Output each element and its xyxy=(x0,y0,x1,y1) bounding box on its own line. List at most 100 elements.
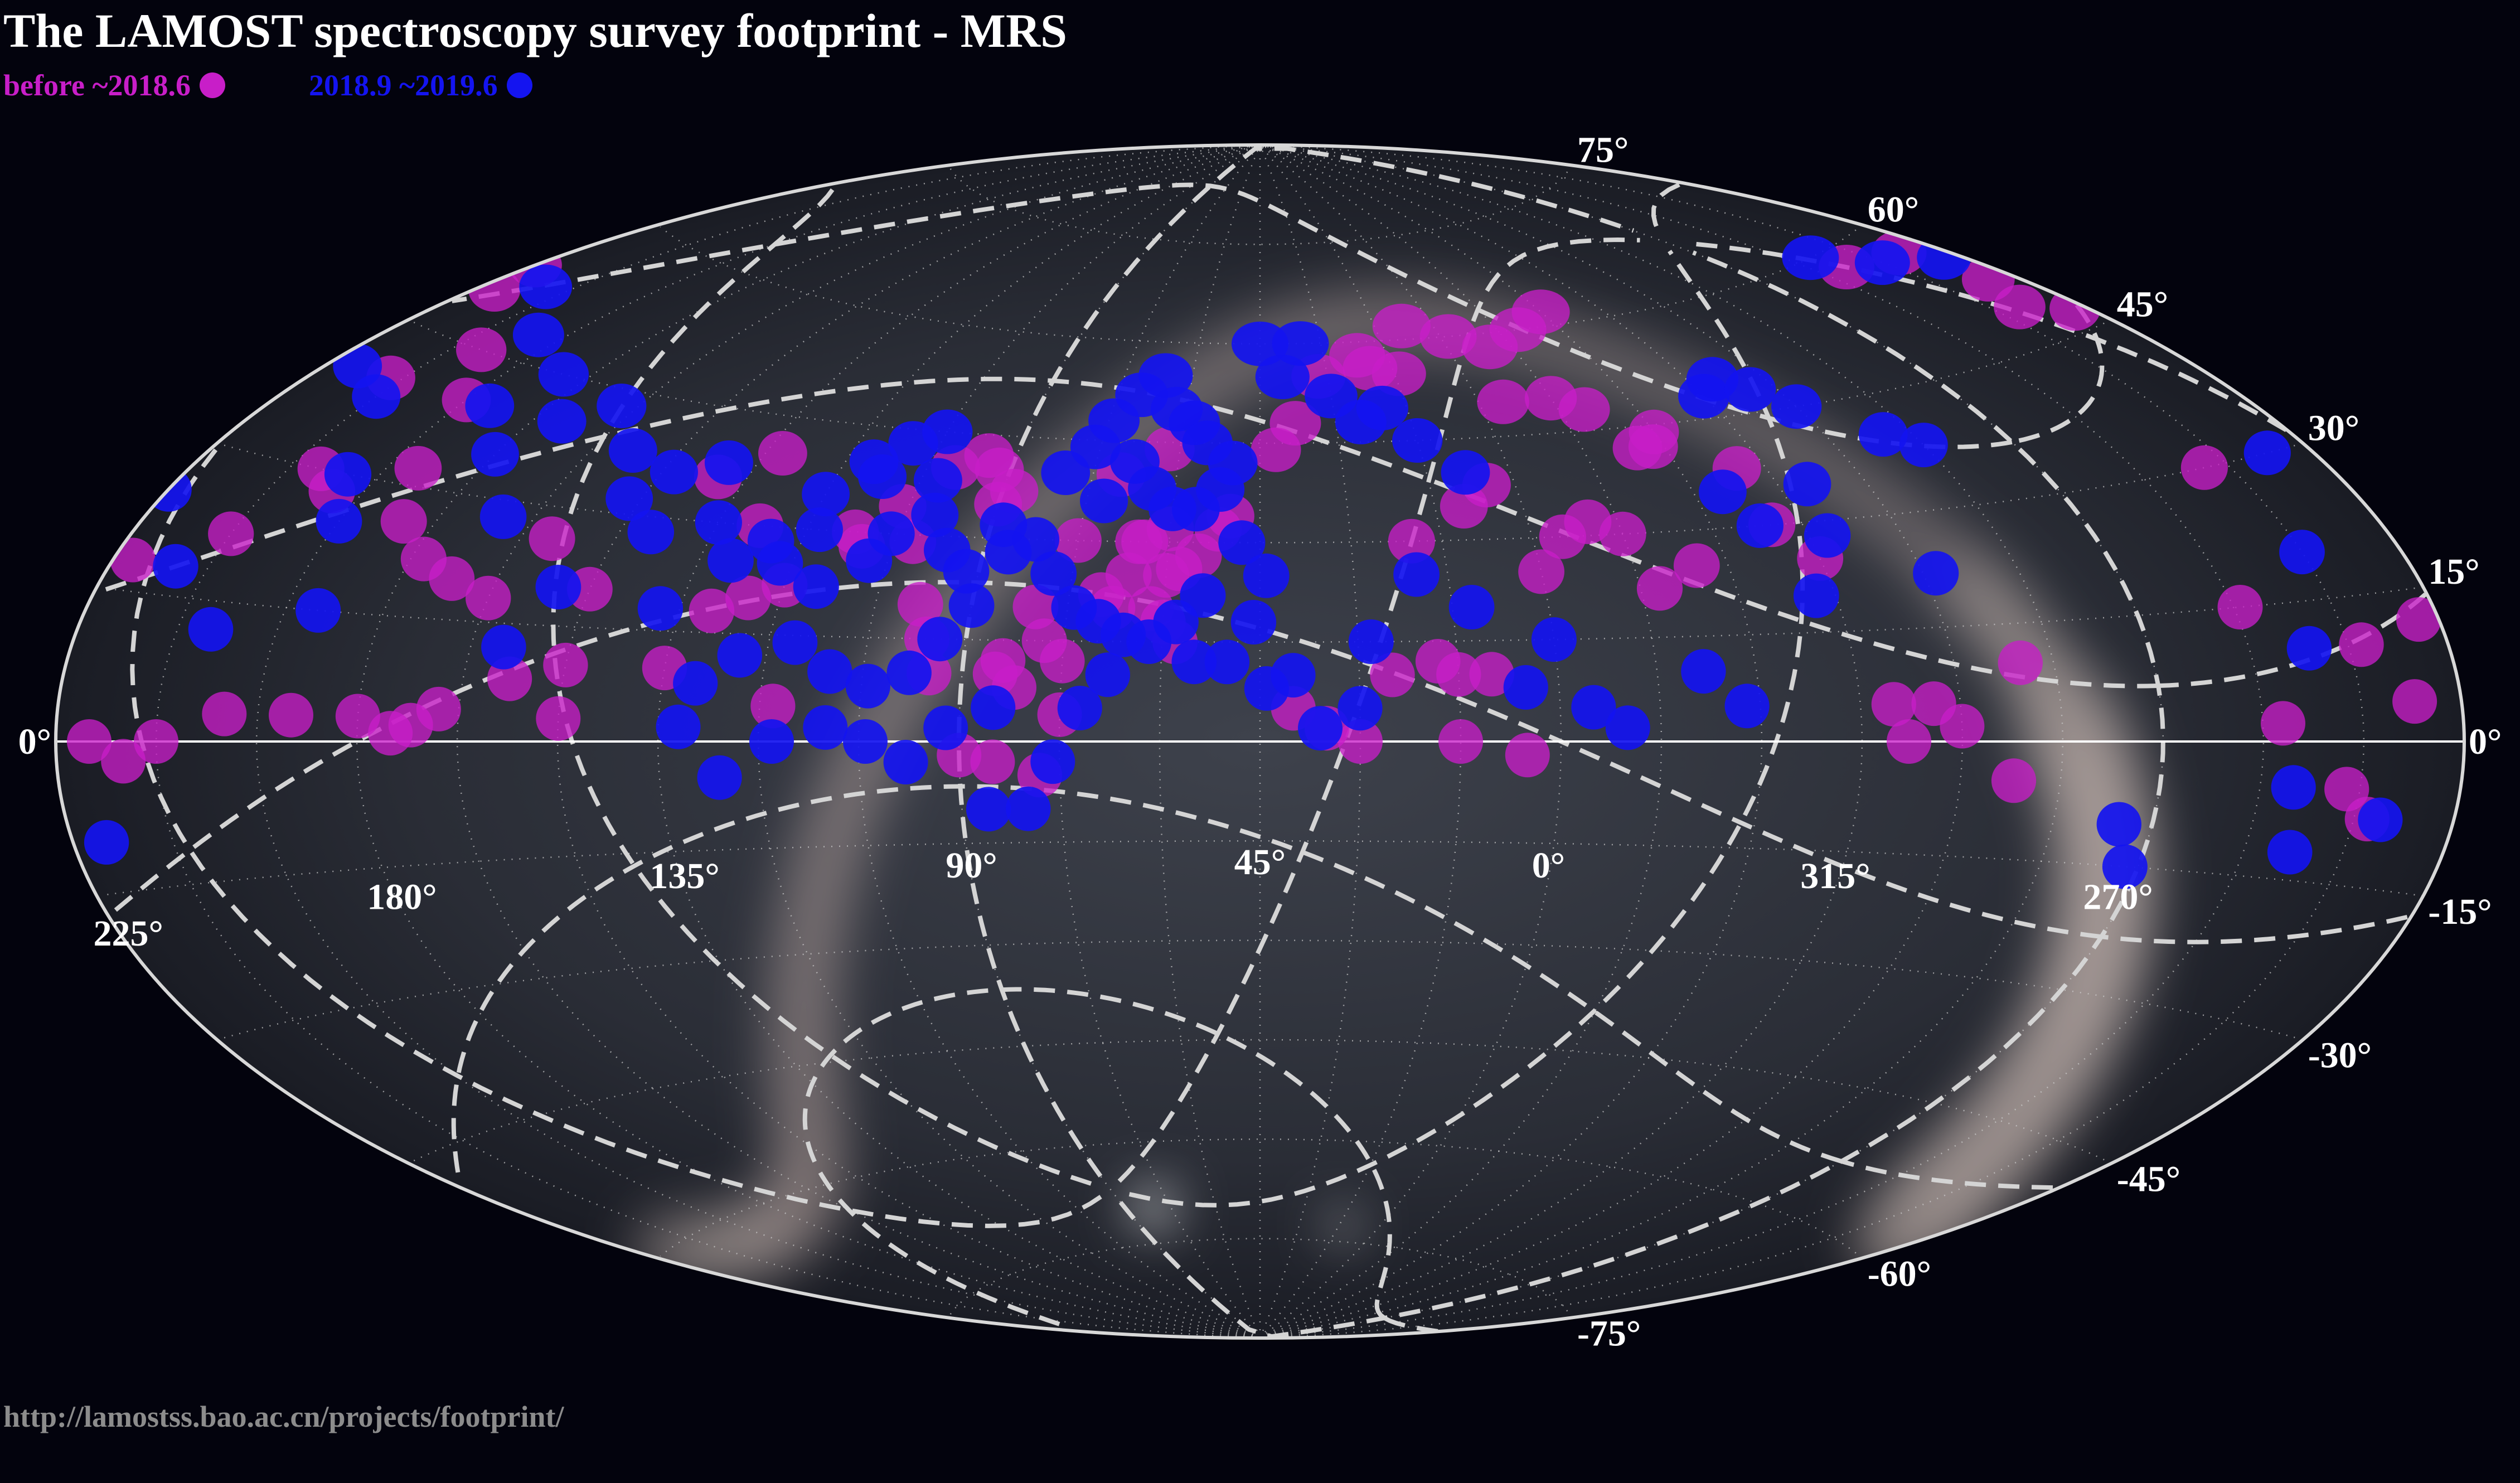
dust-lane xyxy=(828,804,854,829)
dust-lane xyxy=(1907,1207,1932,1232)
axis-labels: 225° 180° 135° 90° 45° 0° 315° 270° 0° 0° 15° 30° 45… xyxy=(18,130,2502,1354)
field-before xyxy=(970,739,1015,784)
field-after xyxy=(803,705,848,750)
field-before xyxy=(758,431,807,476)
field-before xyxy=(1994,284,2046,329)
field-before xyxy=(1372,303,1431,348)
dust-lane xyxy=(667,1238,692,1263)
dust-lane xyxy=(1854,485,1879,510)
field-after xyxy=(1793,573,1839,618)
field-before xyxy=(202,691,247,736)
field-after xyxy=(2243,430,2291,476)
dust-lane xyxy=(2086,935,2111,960)
dust-lane xyxy=(1937,1177,1962,1203)
legend-label-before: before ~2018.6 xyxy=(3,69,191,102)
field-after xyxy=(1503,665,1548,710)
field-before xyxy=(2392,679,2437,724)
field-after xyxy=(966,787,1011,832)
field-after xyxy=(1854,240,1910,285)
field-after xyxy=(1255,355,1310,399)
field-after xyxy=(917,617,963,662)
field-after xyxy=(757,541,803,586)
dust-lane xyxy=(1996,1113,2022,1138)
field-after xyxy=(1393,552,1440,597)
field-before xyxy=(990,468,1039,513)
field-before xyxy=(1370,652,1415,697)
field-after xyxy=(707,538,754,583)
magellanic-cloud xyxy=(1131,1185,1176,1230)
field-after xyxy=(465,383,515,428)
legend-label-after: 2018.9 ~2019.6 xyxy=(309,69,498,102)
field-before xyxy=(529,516,575,561)
field-before xyxy=(1991,758,2037,803)
dec-tick-label: -45° xyxy=(2117,1159,2180,1199)
field-before xyxy=(1887,719,1931,764)
field-before xyxy=(1438,719,1483,764)
field-after xyxy=(1272,321,1329,366)
field-after xyxy=(704,440,753,485)
field-before xyxy=(1539,514,1586,559)
field-before xyxy=(1636,566,1683,611)
ra-tick-label: 45° xyxy=(1234,842,1286,883)
field-before xyxy=(1040,638,1085,684)
field-after xyxy=(1080,478,1128,524)
field-after xyxy=(717,633,763,678)
field-after xyxy=(1232,321,1288,366)
sky-boundary xyxy=(54,143,2466,1340)
field-before xyxy=(456,327,507,372)
dust-lane xyxy=(2084,787,2109,812)
dust-lane xyxy=(791,990,816,1015)
dec-tick-label: 0° xyxy=(2469,721,2502,762)
field-after xyxy=(2286,626,2332,671)
dec-tick-label: -15° xyxy=(2428,891,2492,932)
field-after xyxy=(1271,653,1316,698)
field-after xyxy=(2267,830,2313,875)
dust-lane xyxy=(793,959,818,985)
field-after xyxy=(883,740,928,784)
dec-tick-label: -60° xyxy=(1868,1253,1931,1294)
field-after xyxy=(1441,450,1490,495)
field-before xyxy=(1558,387,1610,432)
ra-tick-label: 315° xyxy=(1800,856,1870,896)
dust-lane xyxy=(1205,360,1230,385)
field-after xyxy=(772,620,818,665)
field-after xyxy=(519,264,573,309)
dust-lane xyxy=(1968,1146,1993,1171)
field-after xyxy=(1230,600,1277,644)
field-before xyxy=(2261,701,2305,746)
field-after xyxy=(1448,585,1495,629)
field-before xyxy=(536,696,581,741)
graticule-dashed xyxy=(956,146,1635,1178)
field-after xyxy=(1348,619,1394,664)
field-after xyxy=(627,510,675,555)
field-before xyxy=(1998,640,2043,685)
field-after xyxy=(1057,686,1102,730)
field-after xyxy=(1138,353,1193,398)
field-after xyxy=(1605,705,1650,750)
field-after xyxy=(1243,553,1290,598)
field-before xyxy=(67,719,112,764)
field-after xyxy=(1171,639,1217,685)
field-after xyxy=(1571,685,1616,730)
dust-lane xyxy=(2077,972,2102,997)
field-after xyxy=(911,492,959,537)
legend-dot-after xyxy=(506,72,532,98)
field-after xyxy=(1030,551,1077,596)
survey-fields xyxy=(67,230,2441,889)
field-before xyxy=(134,719,178,764)
field-after xyxy=(324,452,372,497)
field-before xyxy=(101,739,146,784)
dust-lane xyxy=(2092,898,2117,923)
field-after xyxy=(843,719,888,764)
field-after xyxy=(153,544,198,589)
dust-lane xyxy=(1768,431,1794,456)
field-after xyxy=(1218,520,1266,565)
magellanic-cloud xyxy=(1329,1213,1358,1241)
field-before xyxy=(208,511,254,556)
field-before xyxy=(335,694,380,739)
ra-tick-label: 225° xyxy=(94,913,163,954)
dust-lane xyxy=(2058,714,2083,739)
legend-dot-before xyxy=(200,72,226,98)
field-after xyxy=(333,343,382,389)
